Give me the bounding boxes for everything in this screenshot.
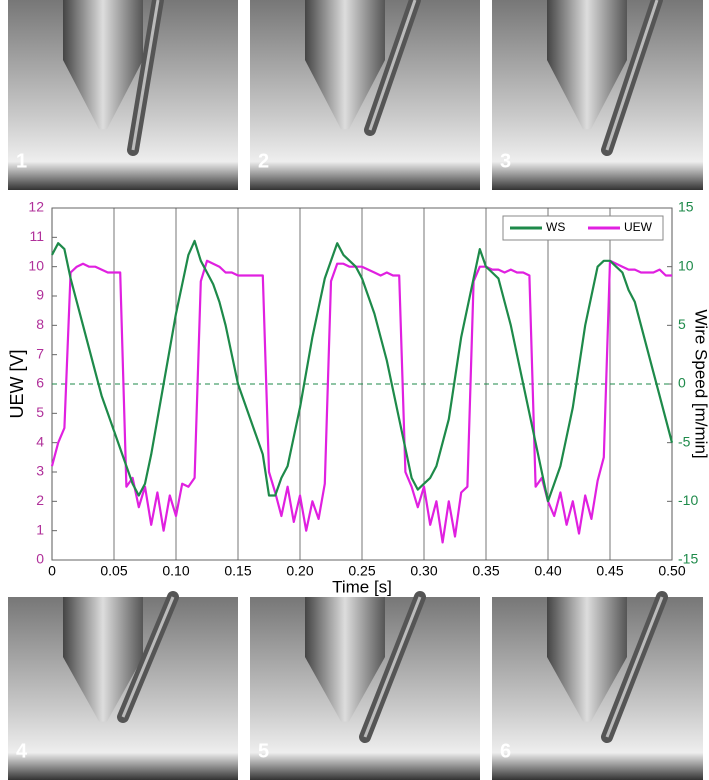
wire-highlight bbox=[605, 0, 659, 151]
photo-panel: 1 bbox=[8, 0, 238, 190]
y-tick-label: 9 bbox=[36, 287, 44, 303]
photo-panel: 4 bbox=[8, 591, 238, 780]
x-tick-label: 0.20 bbox=[286, 563, 313, 579]
legend: WS UEW bbox=[502, 215, 664, 241]
y-tick-label: 2 bbox=[36, 492, 44, 508]
y-tick-label: 1 bbox=[36, 521, 44, 537]
x-tick-label: 0.45 bbox=[596, 563, 623, 579]
y-tick-label: 7 bbox=[36, 345, 44, 361]
y-tick-label: 6 bbox=[36, 375, 44, 391]
electrode bbox=[63, 597, 143, 722]
panel-label: 4 bbox=[16, 740, 28, 762]
series-line bbox=[51, 239, 674, 503]
y-tick-label: 0 bbox=[36, 551, 44, 567]
wire-highlight bbox=[368, 0, 417, 131]
series-line bbox=[50, 259, 672, 544]
electrode bbox=[305, 597, 385, 722]
electrode bbox=[63, 0, 143, 130]
y-tick-label: 8 bbox=[36, 316, 44, 332]
x-axis-label: Time [s] bbox=[332, 577, 392, 596]
y2-tick-label: -5 bbox=[678, 433, 691, 449]
y-tick-label: 11 bbox=[29, 228, 44, 244]
x-tick-label: 0.05 bbox=[100, 563, 127, 579]
y-axis-label: UEW [V] bbox=[7, 349, 27, 418]
electrode bbox=[547, 0, 627, 130]
photo-panel: 6 bbox=[492, 591, 703, 780]
wire-highlight bbox=[363, 596, 422, 738]
panel-label: 3 bbox=[500, 150, 511, 172]
x-tick-label: 0 bbox=[48, 563, 56, 579]
y-tick-label: 12 bbox=[28, 199, 44, 215]
x-tick-label: 0.40 bbox=[534, 563, 561, 579]
photo-panel: 2 bbox=[250, 0, 480, 190]
y-tick-label: 5 bbox=[36, 404, 44, 420]
y2-tick-label: 15 bbox=[678, 199, 694, 215]
electrode bbox=[547, 597, 627, 722]
x-tick-label: 0.35 bbox=[472, 563, 499, 579]
panel-label: 6 bbox=[500, 740, 511, 762]
photo-panel: 3 bbox=[492, 0, 703, 190]
panel-label: 2 bbox=[258, 150, 269, 172]
wire-highlight bbox=[605, 596, 664, 738]
photos: 1 2 34 5 6 bbox=[8, 0, 703, 780]
panel-label: 1 bbox=[16, 150, 27, 172]
y2-tick-label: 0 bbox=[678, 375, 686, 391]
y2-axis-label: Wire Speed [m/min] bbox=[692, 309, 709, 458]
plot: 0 0.05 0.10 0.15 0.20 0.25 0.30 0.35 0.40 0.45 0.5… bbox=[7, 199, 709, 597]
y2-tick-label: 5 bbox=[678, 316, 686, 332]
x-tick-label: 0.10 bbox=[162, 563, 189, 579]
panel-label: 5 bbox=[258, 740, 269, 762]
y2-tick-label: -10 bbox=[678, 492, 698, 508]
y-tick-label: 4 bbox=[36, 433, 44, 449]
legend-label: UEW bbox=[624, 220, 653, 234]
wire-highlight bbox=[121, 596, 175, 718]
legend-label: WS bbox=[546, 220, 565, 234]
y2-tick-label: -15 bbox=[678, 551, 698, 567]
y2-tick-label: 10 bbox=[678, 257, 694, 273]
y-tick-label: 3 bbox=[36, 463, 44, 479]
wire-highlight bbox=[131, 0, 160, 151]
x-tick-label: 0.30 bbox=[410, 563, 437, 579]
x-tick-label: 0.15 bbox=[224, 563, 251, 579]
x-tick-label: 0.25 bbox=[348, 563, 375, 579]
electrode bbox=[305, 0, 385, 130]
x-tick-label: 0.50 bbox=[658, 563, 685, 579]
y-tick-label: 10 bbox=[28, 257, 44, 273]
photo-panel: 5 bbox=[250, 591, 480, 780]
